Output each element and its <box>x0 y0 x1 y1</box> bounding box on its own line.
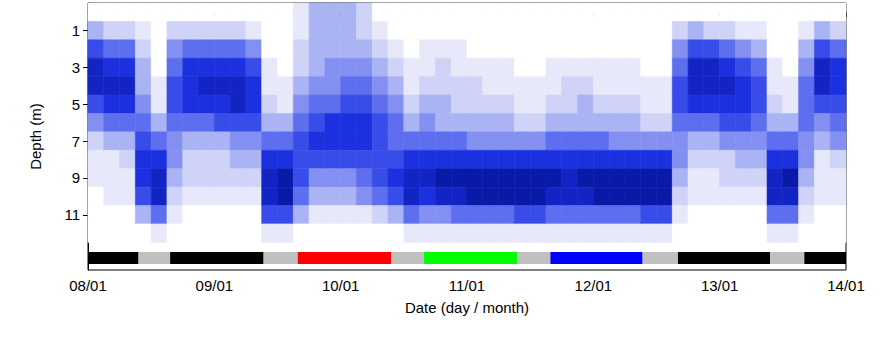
svg-text:7: 7 <box>72 133 80 150</box>
svg-text:Depth (m): Depth (m) <box>27 103 44 170</box>
svg-text:09/01: 09/01 <box>196 277 234 294</box>
svg-text:3: 3 <box>72 59 80 76</box>
svg-text:9: 9 <box>72 169 80 186</box>
svg-text:11: 11 <box>64 206 80 223</box>
svg-text:1: 1 <box>72 22 80 39</box>
svg-text:08/01: 08/01 <box>69 277 107 294</box>
svg-text:Date (day / month): Date (day / month) <box>405 299 529 316</box>
svg-text:11/01: 11/01 <box>449 277 485 294</box>
svg-text:14/01: 14/01 <box>827 277 865 294</box>
svg-text:12/01: 12/01 <box>575 277 613 294</box>
svg-text:10/01: 10/01 <box>322 277 360 294</box>
svg-text:5: 5 <box>72 96 80 113</box>
svg-text:13/01: 13/01 <box>701 277 739 294</box>
